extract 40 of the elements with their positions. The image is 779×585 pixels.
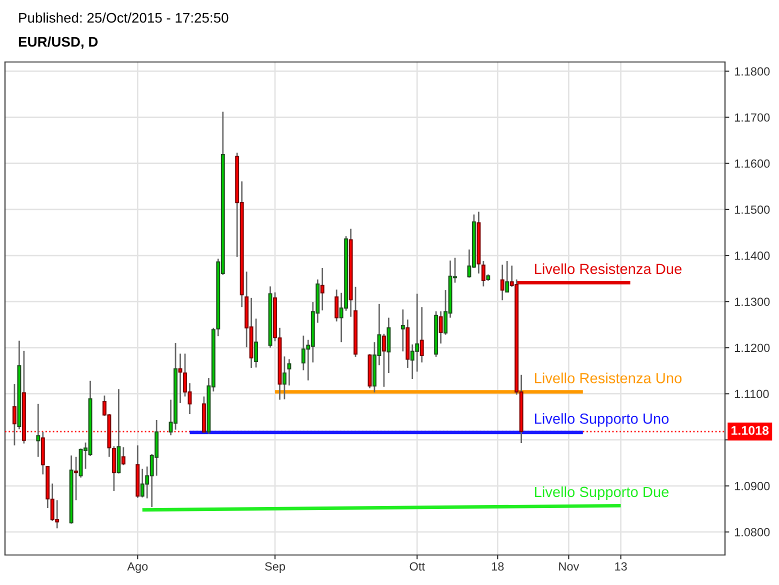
candlestick bbox=[121, 446, 126, 466]
series-label: Livello Supporto Due bbox=[535, 486, 669, 500]
candlestick bbox=[112, 446, 116, 492]
y-tick-label: 1.1200 bbox=[734, 344, 770, 352]
candlestick bbox=[74, 456, 78, 501]
y-tick-label: 1.1800 bbox=[734, 67, 770, 76]
candlestick bbox=[505, 260, 510, 294]
candlestick bbox=[481, 260, 486, 288]
candlestick bbox=[254, 318, 258, 368]
candlestick bbox=[386, 317, 391, 374]
y-tick-label: 1.1100 bbox=[734, 390, 769, 398]
series-label: Livello Resistenza Due bbox=[535, 263, 682, 274]
y-tick-label: 1.0900 bbox=[734, 482, 770, 490]
candlestick bbox=[334, 288, 339, 322]
candlestick bbox=[420, 306, 424, 364]
candlestick bbox=[287, 358, 292, 386]
series-label: Livello Supporto Uno bbox=[535, 413, 669, 427]
candlestick bbox=[400, 308, 405, 352]
y-tick-label: 1.1500 bbox=[734, 205, 770, 214]
chart-subtitle: EUR/USD, D bbox=[18, 36, 98, 49]
y-tick-label: 1.1300 bbox=[734, 298, 770, 306]
series-label: Livello Resistenza Uno bbox=[535, 372, 682, 384]
candlestick bbox=[500, 264, 504, 301]
x-tick-label: Ott bbox=[410, 562, 425, 571]
y-tick-label: 1.1700 bbox=[734, 113, 770, 122]
x-tick-label: 18 bbox=[492, 562, 504, 571]
candlestick bbox=[382, 333, 386, 388]
candlestick bbox=[36, 403, 40, 458]
y-tick-label: 1.0800 bbox=[734, 528, 770, 536]
x-tick-label: Ago bbox=[127, 562, 148, 573]
x-tick-label: 13 bbox=[615, 562, 627, 571]
x-tick-label: Nov bbox=[559, 562, 580, 571]
y-tick-label: 1.1600 bbox=[734, 159, 770, 168]
ref-line-label: 1.1018 bbox=[732, 426, 769, 435]
candlestick bbox=[320, 267, 324, 312]
candlestick bbox=[438, 310, 443, 344]
x-tick-label: Sep bbox=[265, 562, 286, 573]
candlestick bbox=[282, 356, 286, 400]
y-tick-label: 1.1400 bbox=[734, 252, 770, 260]
chart-title: Published: 25/Oct/2015 - 17:25:50 bbox=[19, 12, 228, 23]
